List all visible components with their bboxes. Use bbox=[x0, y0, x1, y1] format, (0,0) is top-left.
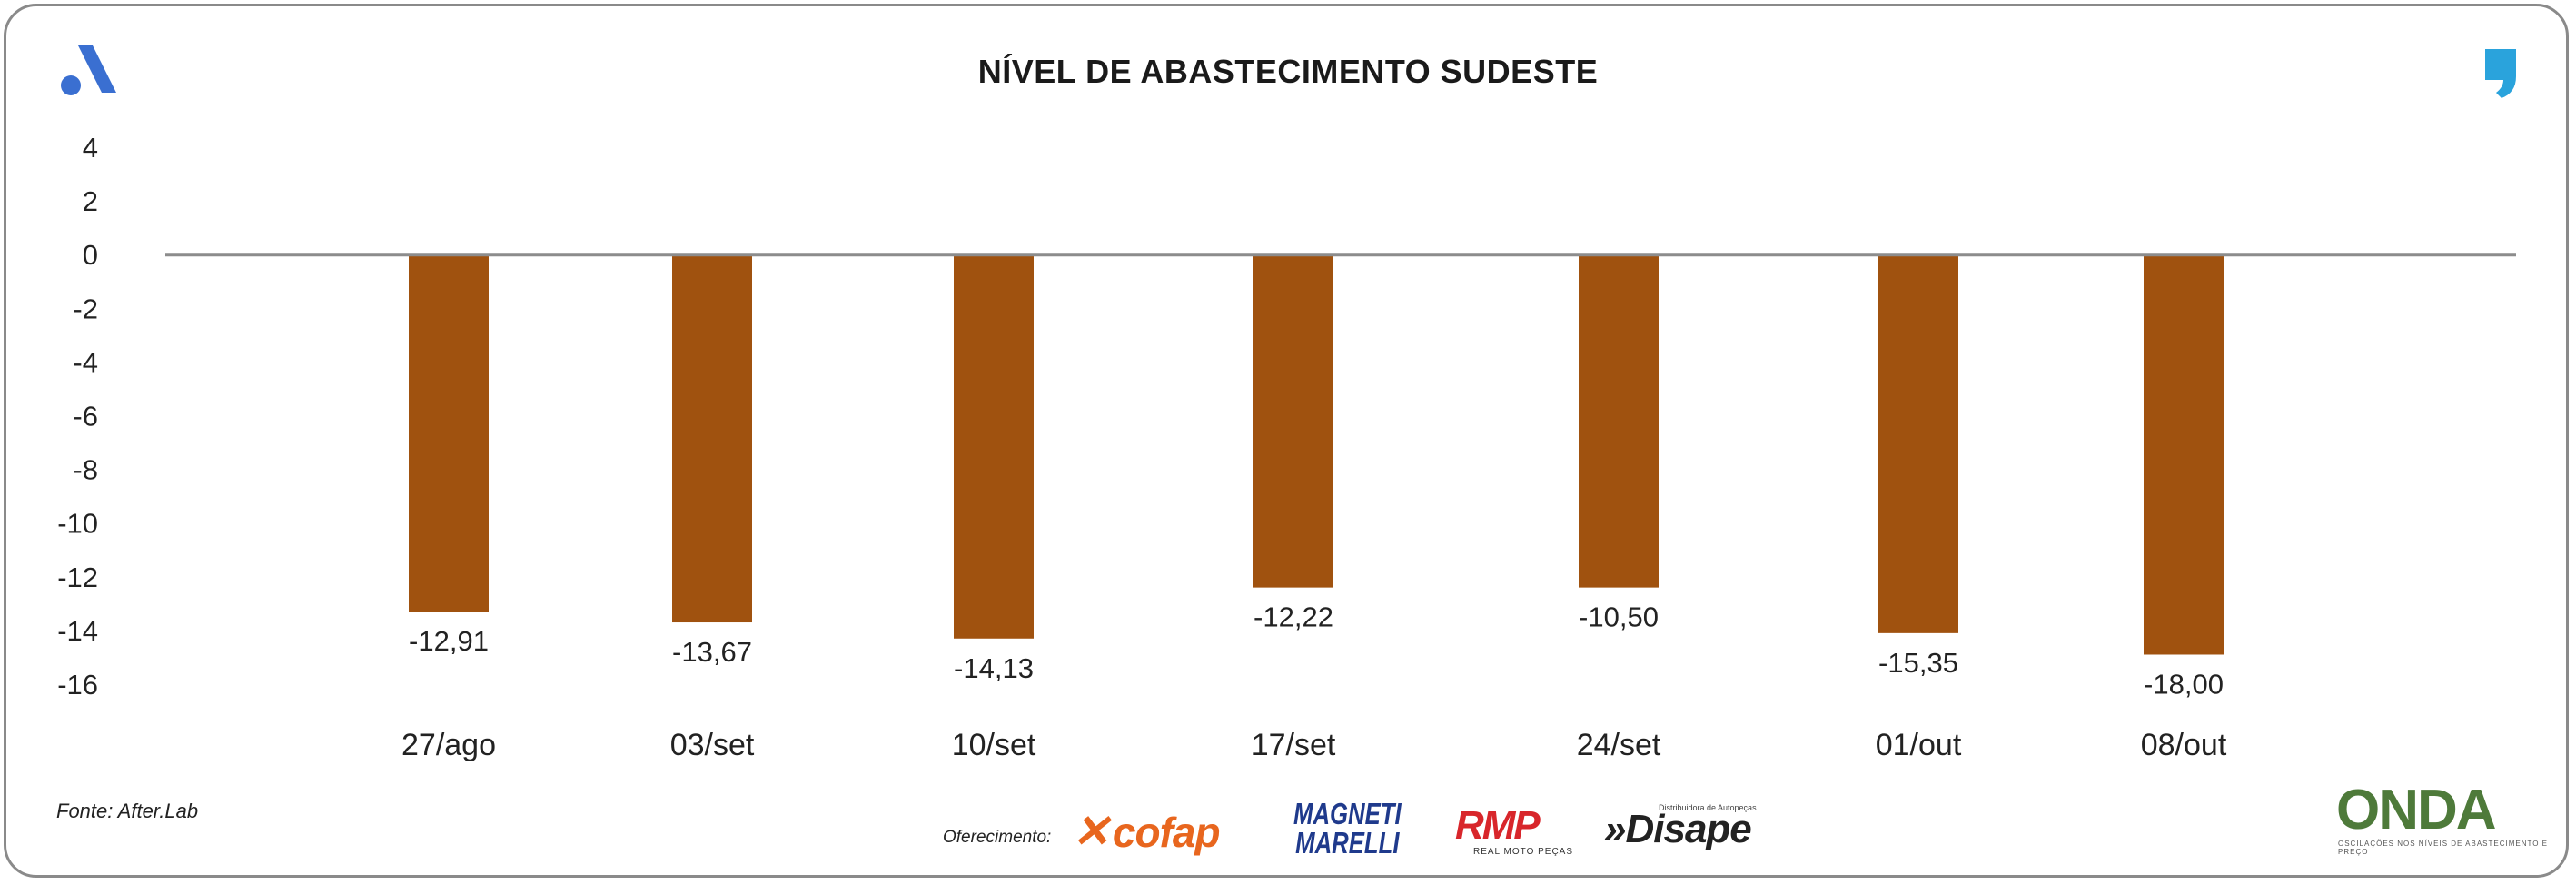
data-label: -14,13 bbox=[954, 652, 1034, 684]
bars bbox=[409, 254, 2224, 655]
data-labels: -12,91 -13,67 -14,13 -12,22 -10,50 -15,35 -18,… bbox=[409, 602, 2224, 701]
y-tick-label: -4 bbox=[73, 346, 98, 378]
category-label: 01/out bbox=[1876, 728, 1962, 762]
bar bbox=[2144, 254, 2224, 655]
magneti-text: MAGNETI bbox=[1293, 797, 1402, 830]
category-label: 17/set bbox=[1252, 728, 1336, 762]
bar bbox=[954, 254, 1034, 639]
data-label: -18,00 bbox=[2144, 668, 2224, 700]
y-tick-label: -8 bbox=[73, 454, 98, 486]
category-label: 08/out bbox=[2141, 728, 2227, 762]
y-tick-label: -10 bbox=[57, 508, 98, 540]
data-label: -15,35 bbox=[1878, 647, 1958, 679]
y-tick-label: 4 bbox=[83, 132, 98, 164]
y-axis-ticks: 4 2 0 -2 -4 -6 -8 -10 -12 -14 -16 bbox=[57, 132, 98, 701]
bar bbox=[1253, 254, 1333, 588]
cofap-logo: ✕cofap bbox=[1072, 805, 1221, 858]
bar bbox=[672, 254, 752, 623]
disape-subtitle: Distribuidora de Autopeças bbox=[1659, 803, 1757, 812]
rmp-logo: RMP bbox=[1455, 803, 1541, 848]
a-logo-icon bbox=[60, 40, 122, 103]
marelli-text: MARELLI bbox=[1295, 826, 1400, 860]
category-label: 24/set bbox=[1577, 728, 1661, 762]
onda-logo: ONDA bbox=[2336, 779, 2497, 841]
category-labels: 27/ago 03/set 10/set 17/set 24/set 01/out 08/o… bbox=[401, 728, 2227, 762]
data-label: -10,50 bbox=[1579, 602, 1659, 633]
y-tick-label: -14 bbox=[57, 615, 98, 647]
y-tick-label: -16 bbox=[57, 669, 98, 701]
category-label: 10/set bbox=[952, 728, 1036, 762]
y-tick-label: -2 bbox=[73, 293, 98, 324]
cofap-logo-text: cofap bbox=[1112, 809, 1221, 856]
data-label: -13,67 bbox=[672, 636, 752, 668]
bar bbox=[1878, 254, 1958, 633]
quote-mark-icon bbox=[2483, 49, 2520, 104]
cofap-mark-icon: ✕ bbox=[1072, 806, 1110, 857]
bar bbox=[409, 254, 489, 612]
y-tick-label: 0 bbox=[83, 239, 98, 271]
data-label: -12,91 bbox=[409, 625, 489, 657]
y-tick-label: -12 bbox=[57, 562, 98, 593]
category-label: 27/ago bbox=[401, 728, 496, 762]
bar bbox=[1579, 254, 1659, 588]
offer-label: Oferecimento: bbox=[943, 828, 1052, 847]
rmp-subtitle: REAL MOTO PEÇAS bbox=[1473, 847, 1574, 857]
source-note: Fonte: After.Lab bbox=[56, 800, 199, 822]
magneti-marelli-logo: MAGNETI MARELLI bbox=[1293, 797, 1402, 860]
y-tick-label: -6 bbox=[73, 401, 98, 433]
y-tick-label: 2 bbox=[83, 185, 98, 217]
category-label: 03/set bbox=[670, 728, 755, 762]
onda-subtitle: OSCILAÇÕES NOS NÍVEIS DE ABASTECIMENTO E… bbox=[2338, 840, 2549, 856]
chart-title: NÍVEL DE ABASTECIMENTO SUDESTE bbox=[977, 53, 1599, 90]
disape-logo: »Disape bbox=[1604, 807, 1752, 851]
data-label: -12,22 bbox=[1253, 602, 1333, 633]
